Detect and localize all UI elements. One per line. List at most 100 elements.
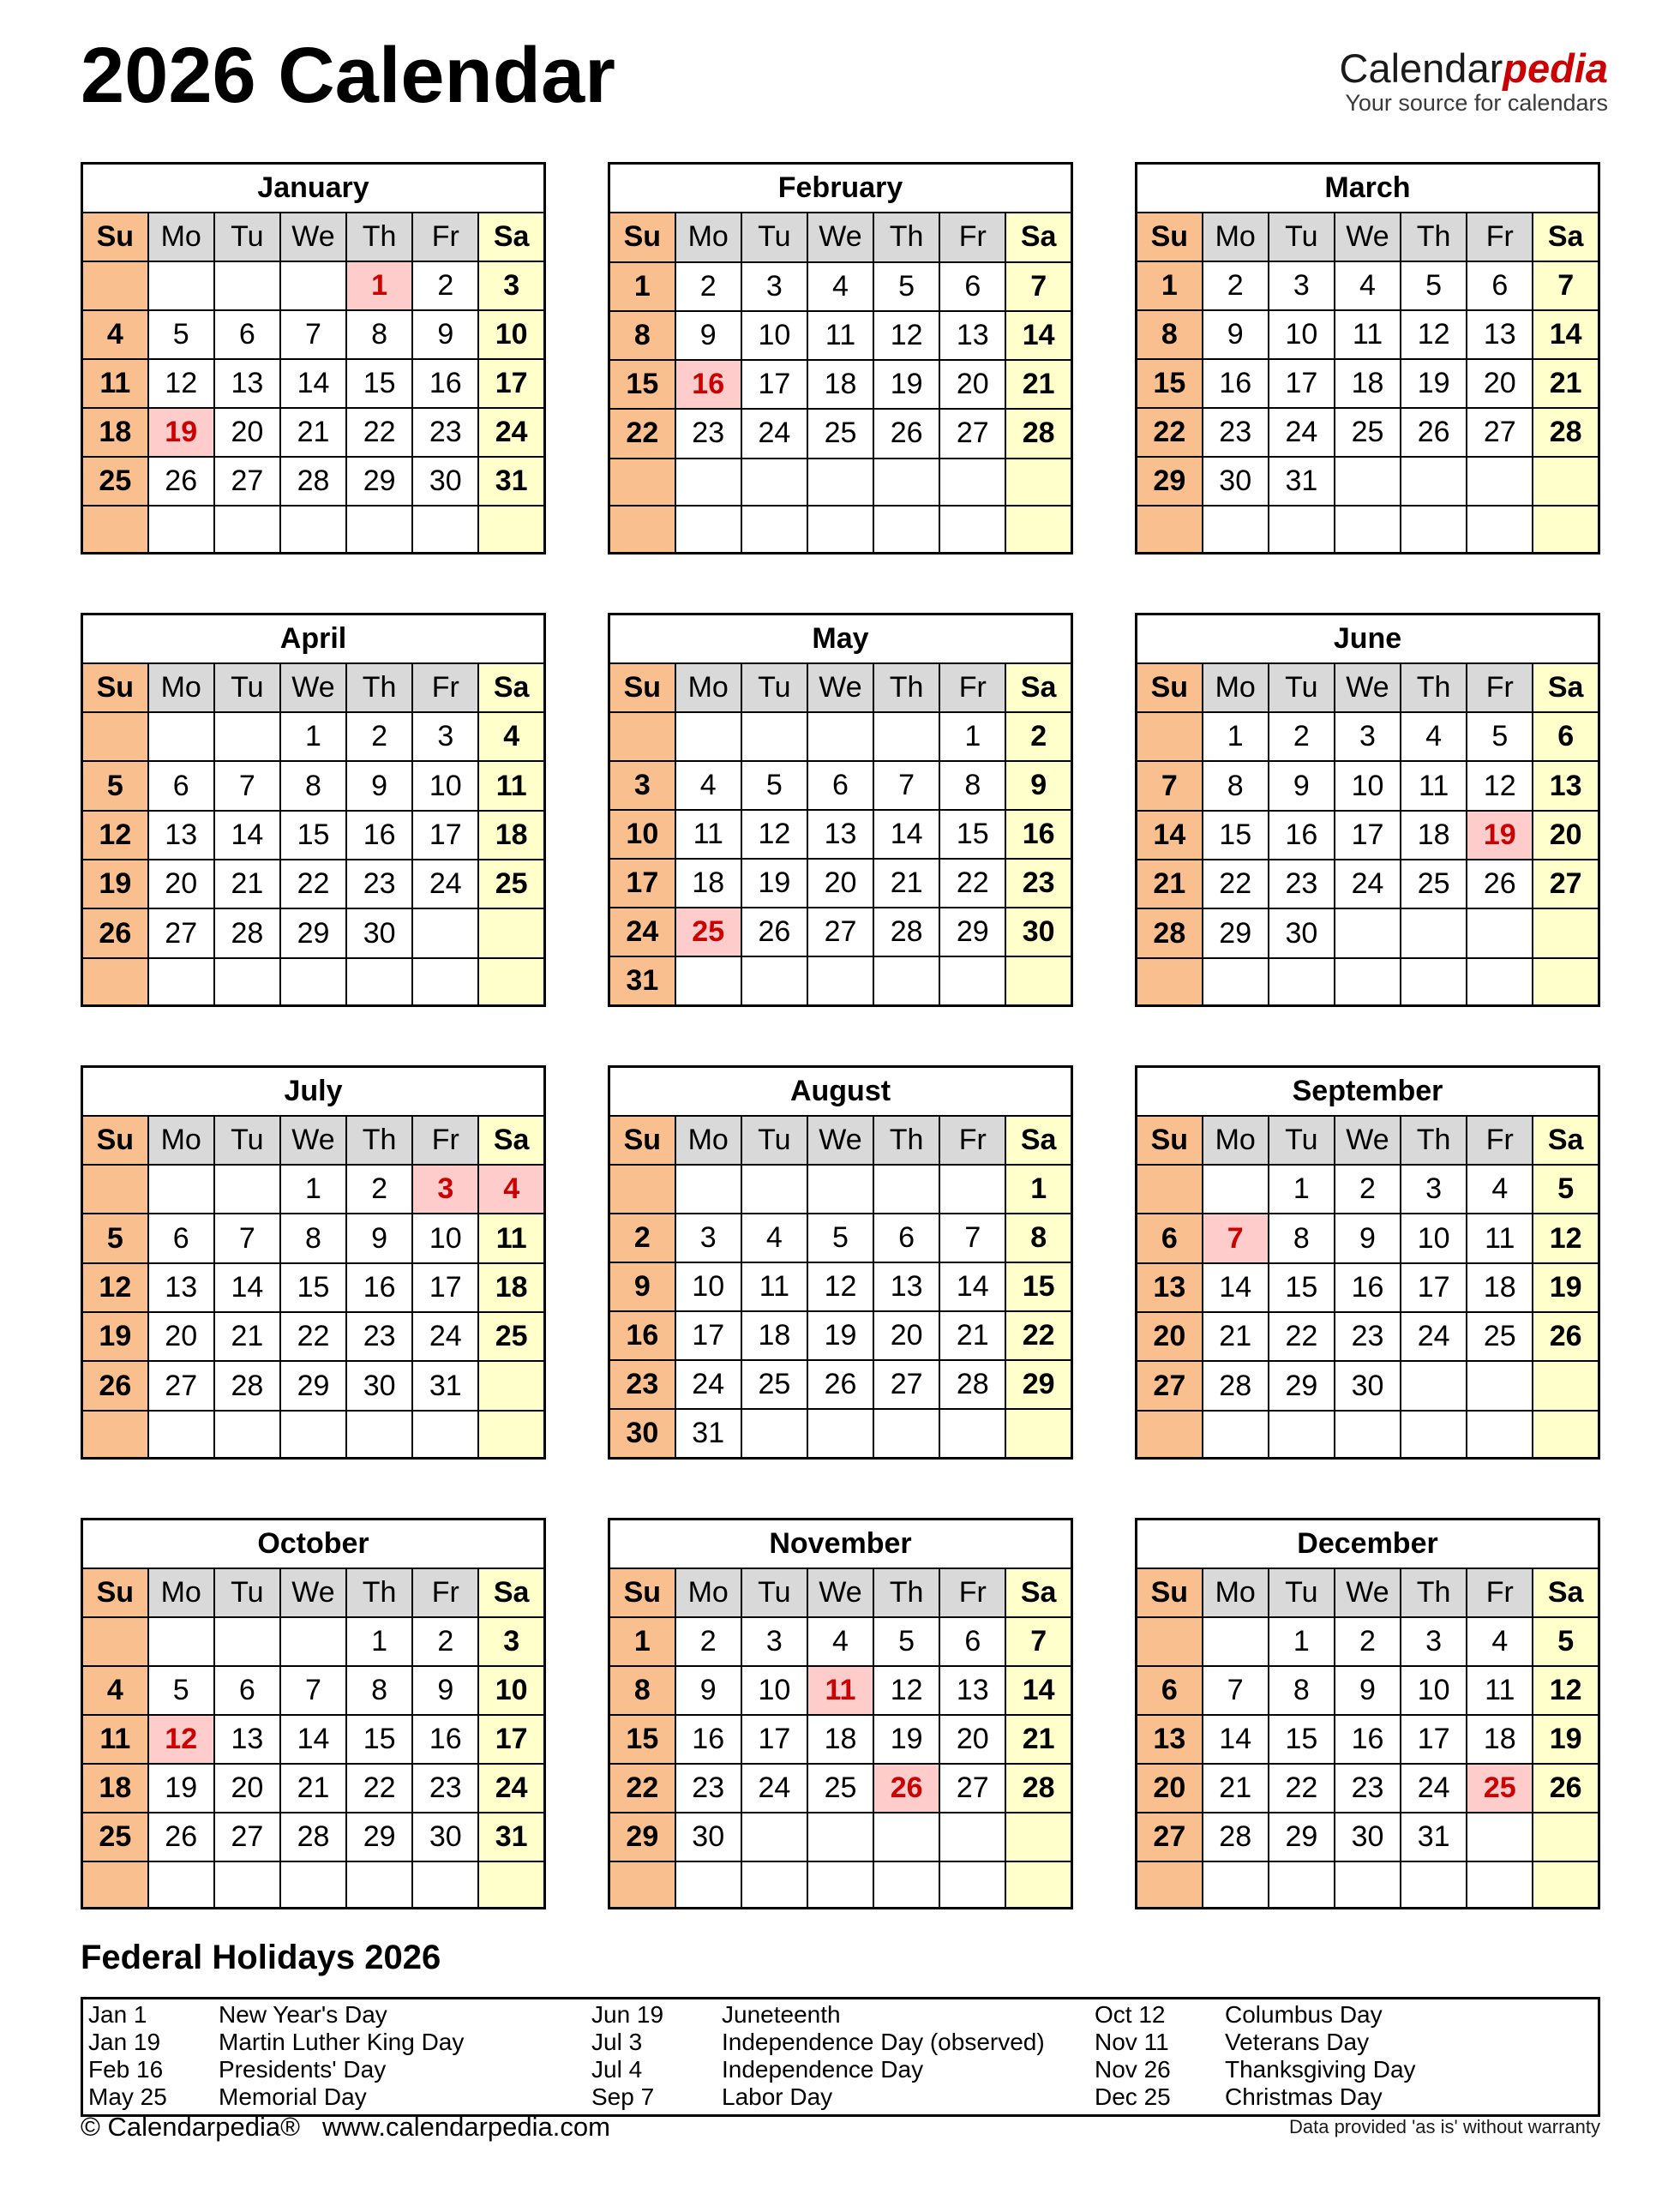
- dow-header-th: Th: [1400, 1567, 1468, 1618]
- empty-cell: [939, 504, 1007, 554]
- empty-cell: [1466, 456, 1534, 507]
- dow-header-mo: Mo: [1201, 1567, 1269, 1618]
- date-cell: 25: [81, 1811, 149, 1862]
- dow-header-sa: Sa: [477, 212, 546, 262]
- date-cell: 16: [1333, 1713, 1402, 1765]
- calendarpedia-logo[interactable]: Calendarpedia Your source for calendars: [1340, 48, 1609, 117]
- date-cell: 22: [1201, 859, 1269, 910]
- dow-header-mo: Mo: [1201, 212, 1269, 262]
- holiday-item: Oct 12 Columbus Day: [1095, 2001, 1598, 2029]
- holiday-date-cell: 3: [411, 1164, 480, 1215]
- date-cell: 15: [279, 809, 348, 861]
- date-cell: 1: [345, 1616, 414, 1667]
- date-cell: 10: [411, 760, 480, 812]
- date-cell: 12: [1466, 760, 1534, 812]
- date-cell: 27: [147, 908, 215, 959]
- date-cell: 10: [477, 309, 546, 360]
- dow-header-we: We: [1333, 662, 1402, 714]
- date-cell: 9: [674, 1664, 742, 1716]
- empty-cell: [740, 955, 808, 1006]
- date-cell: 9: [411, 1664, 480, 1716]
- date-cell: 11: [806, 309, 875, 362]
- empty-cell: [1201, 1164, 1269, 1215]
- date-cell: 7: [213, 1213, 281, 1264]
- week-row: [608, 504, 1073, 554]
- website-link[interactable]: www.calendarpedia.com: [321, 2112, 610, 2142]
- date-cell: 5: [873, 1616, 941, 1667]
- week-row: [608, 1860, 1073, 1909]
- week-row: 5 6 7 8 9 10 11: [81, 1213, 546, 1264]
- date-cell: 18: [81, 407, 149, 458]
- date-cell: 27: [147, 1360, 215, 1412]
- dow-header-fr: Fr: [411, 1567, 480, 1618]
- dow-header-sa: Sa: [477, 1567, 546, 1618]
- date-cell: 3: [1267, 261, 1335, 311]
- date-cell: 15: [608, 1713, 676, 1765]
- dow-header-th: Th: [873, 1114, 941, 1166]
- empty-cell: [1135, 1409, 1203, 1460]
- date-cell: 8: [1201, 760, 1269, 812]
- date-cell: 1: [939, 710, 1007, 762]
- empty-cell: [608, 710, 676, 762]
- empty-cell: [477, 505, 546, 554]
- month-block-january: January Su Mo Tu We Th Fr Sa 1 2 3 4 5 6 7 8 9 10 11 12 13 14…: [81, 162, 546, 554]
- date-cell: 22: [279, 1311, 348, 1363]
- date-cell: 16: [1333, 1262, 1402, 1314]
- date-cell: 27: [213, 1811, 281, 1862]
- week-row: 11 12 13 14 15 16 17: [81, 358, 546, 409]
- empty-cell: [1532, 956, 1600, 1007]
- dow-header-sa: Sa: [1005, 212, 1073, 263]
- holiday-item: Feb 16 Presidents' Day: [88, 2056, 591, 2083]
- week-row: 4 5 6 7 8 9 10: [81, 1664, 546, 1716]
- empty-cell: [147, 956, 215, 1007]
- holiday-date-cell: 1: [345, 261, 414, 311]
- date-cell: 16: [345, 1262, 414, 1314]
- date-cell: 26: [1466, 859, 1534, 910]
- empty-cell: [147, 261, 215, 311]
- page-footer: © Calendarpedia® www.calendarpedia.com Da…: [81, 2112, 1600, 2143]
- empty-cell: [1267, 1409, 1335, 1460]
- empty-cell: [1532, 908, 1600, 959]
- date-cell: 24: [1267, 407, 1335, 458]
- empty-cell: [740, 1163, 808, 1214]
- month-title: February: [608, 162, 1073, 214]
- date-cell: 23: [1005, 857, 1073, 908]
- week-row: 20 21 22 23 24 25 26: [1135, 1311, 1600, 1363]
- holiday-date: Feb 16: [88, 2056, 164, 2083]
- date-cell: 8: [1005, 1212, 1073, 1263]
- date-cell: 13: [939, 1664, 1007, 1716]
- holiday-name: Christmas Day: [1225, 2083, 1383, 2110]
- empty-cell: [1201, 505, 1269, 554]
- date-cell: 21: [1532, 358, 1600, 409]
- empty-cell: [147, 1164, 215, 1215]
- date-cell: 14: [1005, 309, 1073, 362]
- date-cell: 6: [1532, 711, 1600, 763]
- date-cell: 22: [608, 1762, 676, 1813]
- week-row: 4 5 6 7 8 9 10: [81, 309, 546, 360]
- week-row: 8 9 10 11 12 13 14: [608, 309, 1073, 362]
- month-title: December: [1135, 1518, 1600, 1569]
- date-cell: 3: [1333, 711, 1402, 763]
- date-cell: 23: [674, 408, 742, 459]
- date-cell: 12: [806, 1261, 875, 1312]
- dow-header-fr: Fr: [939, 212, 1007, 263]
- empty-cell: [1005, 1811, 1073, 1862]
- holiday-date-cell: 19: [1466, 809, 1534, 861]
- date-cell: 26: [147, 1811, 215, 1862]
- empty-cell: [81, 1616, 149, 1667]
- date-cell: 27: [939, 408, 1007, 459]
- dow-header-tu: Tu: [740, 212, 808, 263]
- empty-cell: [279, 1616, 348, 1667]
- week-row: 29 30: [608, 1811, 1073, 1862]
- week-row: 13 14 15 16 17 18 19: [1135, 1713, 1600, 1765]
- empty-cell: [674, 710, 742, 762]
- date-cell: 20: [939, 358, 1007, 411]
- date-cell: 7: [279, 1664, 348, 1716]
- dow-header-tu: Tu: [740, 1567, 808, 1618]
- date-cell: 12: [81, 809, 149, 861]
- holiday-name: Martin Luther King Day: [219, 2029, 465, 2055]
- date-cell: 16: [1005, 808, 1073, 860]
- holiday-date: Jan 1: [88, 2001, 147, 2028]
- empty-cell: [1201, 1860, 1269, 1909]
